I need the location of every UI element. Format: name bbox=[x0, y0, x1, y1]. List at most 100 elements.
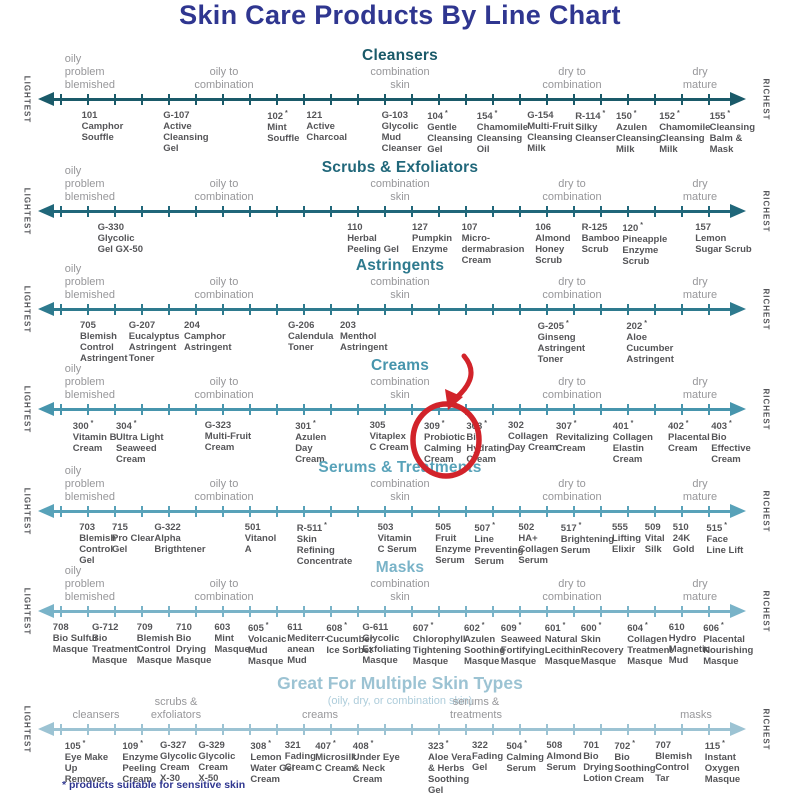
product-code: 107 bbox=[461, 222, 478, 233]
product-name: Menthol Astringent bbox=[340, 331, 388, 354]
product-name: Volcanic Mud Masque bbox=[248, 634, 287, 668]
product-code: 708 bbox=[52, 622, 69, 633]
product-name: Fading Cream bbox=[284, 751, 316, 774]
category-label-creams: creams bbox=[301, 709, 339, 722]
sensitive-skin-star-icon: * bbox=[266, 740, 271, 747]
product-code: G-323 bbox=[204, 420, 232, 431]
product-604: 604 * Collagen Treatment Masque bbox=[627, 622, 672, 667]
product-name: Multi-Fruit Cleansing Milk bbox=[527, 121, 574, 155]
product-code: 611 bbox=[287, 622, 303, 633]
product-name: HA+ Collagen Serum bbox=[518, 533, 559, 567]
product-606: 606 * Placental Nourishing Masque bbox=[703, 622, 753, 667]
sensitive-skin-star-icon: * bbox=[628, 420, 634, 427]
axis-end-label-lightest: LIGHTEST bbox=[22, 587, 32, 636]
product-407: 407 * Microsilk C Cream bbox=[315, 740, 356, 774]
product-name: Fruit Enzyme Serum bbox=[435, 533, 472, 567]
product-name: Lemon Water Gel Cream bbox=[250, 752, 295, 786]
left-arrowhead-icon bbox=[38, 92, 54, 106]
product-name: Camphor Astringent bbox=[184, 331, 232, 354]
product-505: 505 Fruit Enzyme Serum bbox=[435, 522, 471, 566]
section-title-block: Cleansers combination skin bbox=[362, 47, 438, 92]
sensitive-skin-star-icon: * bbox=[428, 622, 434, 629]
product-107: 107 Micro- dermabrasion Cream bbox=[462, 222, 525, 266]
product-code: G-611 bbox=[362, 622, 389, 633]
product-name: Under Eye & Neck Cream bbox=[352, 752, 400, 786]
product-name: Mediterr- anean Mud bbox=[287, 633, 328, 667]
product-name: Line Preventing Serum bbox=[474, 534, 524, 568]
product-name: Glycolic Mud Cleanser bbox=[381, 121, 422, 155]
left-arrowhead-icon bbox=[38, 504, 54, 518]
skin-type-label-oily-to-combination: oily to combination bbox=[194, 376, 254, 402]
product-name: Blemish Control Masque bbox=[136, 633, 174, 667]
product-name: Active Charcoal bbox=[306, 121, 348, 144]
product-code: 703 bbox=[79, 522, 96, 533]
product-code: 321 bbox=[284, 740, 301, 751]
product-name: Bio Sulfur Masque bbox=[52, 633, 99, 656]
product-code: 701 bbox=[583, 740, 600, 751]
product-name: Alpha Brigthtener bbox=[154, 533, 206, 556]
product-name: Instant Oxygen Masque bbox=[704, 752, 741, 786]
product-710: 710 Bio Drying Masque bbox=[176, 622, 211, 666]
product-code: 408 * bbox=[352, 740, 374, 753]
product-name: Micro- dermabrasion Cream bbox=[461, 233, 525, 267]
product-r-125: R-125 Bamboo Scrub bbox=[582, 222, 620, 255]
product-name: Placental Cream bbox=[668, 432, 710, 455]
product-300: 300 * Vitamin B Cream bbox=[73, 420, 117, 454]
product-code: 606 * bbox=[703, 622, 724, 635]
product-code: 517 * bbox=[560, 522, 582, 535]
section-title: Scrubs & Exfoliators bbox=[321, 159, 479, 177]
product-code: R-125 bbox=[581, 222, 608, 233]
product-305: 305 Vitaplex C Cream bbox=[370, 420, 409, 453]
skin-type-label-oily-problem-blemished: oily problem blemished bbox=[64, 465, 115, 504]
product-408: 408 * Under Eye & Neck Cream bbox=[353, 740, 400, 785]
product-code: 607 * bbox=[412, 622, 434, 635]
sensitive-skin-star-icon: * bbox=[576, 522, 582, 529]
product-106: 106 Almond Honey Scrub bbox=[535, 222, 570, 266]
skin-type-label-dry-to-combination: dry to combination bbox=[542, 578, 602, 604]
product-code: 109 * bbox=[122, 740, 143, 753]
product-name: Eye Make Up Remover bbox=[64, 752, 109, 786]
product-name: Cucumber Ice Sorbet bbox=[326, 634, 374, 657]
product-709: 709 Blemish Control Masque bbox=[137, 622, 174, 666]
product-code: 305 bbox=[369, 420, 386, 431]
product-name: Mint Souffle bbox=[267, 122, 300, 145]
product-name: Skin Refining Concentrate bbox=[296, 534, 353, 568]
product-code: 204 bbox=[184, 320, 200, 331]
product-105: 105 * Eye Make Up Remover bbox=[65, 740, 108, 785]
product-155: 155 * Cleansing Balm & Mask bbox=[710, 110, 755, 155]
section-title: Great For Multiple Skin Types bbox=[277, 673, 523, 693]
sensitive-skin-star-icon: * bbox=[331, 740, 336, 747]
product-code: 502 bbox=[518, 522, 535, 533]
scale-axis-scrubs-exfoliators bbox=[38, 204, 746, 220]
section-title-block: Creams combination skin bbox=[370, 357, 429, 402]
product-code: R-114 * bbox=[575, 110, 606, 123]
product-g-206: G-206 Calendula Toner bbox=[288, 320, 333, 353]
product-code: 702 * bbox=[614, 740, 635, 753]
product-name: Skin Recovery Masque bbox=[580, 634, 624, 668]
section-creams: oily problem blemished oily to combinatio… bbox=[0, 356, 800, 465]
right-arrowhead-icon bbox=[730, 722, 746, 736]
right-arrowhead-icon bbox=[730, 92, 746, 106]
product-code: 121 bbox=[306, 110, 323, 121]
product-name: Placental Nourishing Masque bbox=[703, 634, 754, 668]
skin-type-label-oily-to-combination: oily to combination bbox=[194, 578, 254, 604]
section-scrubs-exfoliators: oily problem blemished oily to combinatio… bbox=[0, 159, 800, 267]
sensitive-skin-star-icon: * bbox=[439, 420, 445, 427]
product-301: 301 * Azulen Day Cream bbox=[295, 420, 326, 465]
scale-axis-cleansers bbox=[38, 92, 746, 108]
product-g-103: G-103 Glycolic Mud Cleanser bbox=[382, 110, 422, 154]
right-arrowhead-icon bbox=[730, 402, 746, 416]
section-title-block: Astringents combination skin bbox=[356, 257, 444, 302]
skin-type-label-combination-skin: combination skin bbox=[370, 66, 430, 92]
product-502: 502 HA+ Collagen Serum bbox=[518, 522, 558, 566]
product-403: 403 * Bio Effective Cream bbox=[711, 420, 751, 465]
product-name: Herbal Peeling Gel bbox=[347, 233, 399, 256]
product-name: Collagen Treatment Masque bbox=[627, 634, 673, 668]
axis-end-label-richest: RICHEST bbox=[761, 708, 771, 751]
axis-end-label-lightest: LIGHTEST bbox=[22, 75, 32, 124]
product-120: 120 * Pineapple Enzyme Scrub bbox=[622, 222, 667, 267]
product-code: 407 * bbox=[315, 740, 336, 753]
skin-type-label-combination-skin: combination skin bbox=[370, 478, 430, 504]
product-name: Vitaplex C Cream bbox=[369, 431, 409, 454]
